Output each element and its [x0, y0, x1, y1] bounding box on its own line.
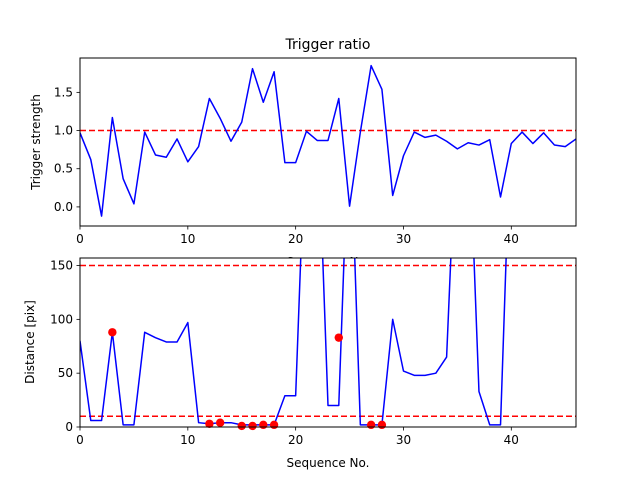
x-tick-label: 0 — [76, 232, 84, 246]
x-axis-label: Sequence No. — [287, 456, 370, 470]
x-axis-ticks: 0 10 20 30 40 — [76, 427, 519, 447]
y-tick-label: 0.5 — [54, 162, 73, 176]
y-axis-ticks: 0 50 100 150 — [50, 259, 80, 434]
y-axis-ticks: 0.0 0.5 1.0 1.5 — [54, 85, 80, 214]
plot-frame — [79, 257, 577, 428]
data-marker — [259, 420, 268, 430]
x-tick-label: 20 — [288, 232, 303, 246]
y-tick-label: 1.0 — [54, 124, 73, 138]
y-tick-label: 100 — [50, 312, 73, 326]
y-axis-label: Distance [pix] — [23, 300, 37, 384]
x-axis-ticks: 0 10 20 30 40 — [76, 226, 519, 246]
series-line — [80, 258, 507, 426]
plot-frame — [79, 57, 577, 227]
data-marker — [108, 328, 117, 337]
data-marker — [248, 421, 257, 431]
x-tick-label: 20 — [288, 433, 303, 447]
data-marker — [377, 420, 387, 430]
chart-title: Trigger ratio — [284, 37, 370, 53]
y-tick-label: 0 — [65, 420, 73, 434]
data-marker — [366, 420, 376, 430]
series-group — [80, 258, 507, 426]
data-marker — [269, 420, 279, 430]
x-tick-label: 40 — [504, 232, 519, 246]
y-tick-label: 50 — [58, 366, 73, 380]
x-tick-label: 10 — [180, 232, 195, 246]
x-tick-label: 10 — [180, 433, 195, 447]
x-tick-label: 0 — [76, 433, 84, 447]
series-line — [80, 64, 576, 217]
y-tick-label: 150 — [50, 259, 73, 273]
x-tick-label: 40 — [504, 433, 519, 447]
y-axis-label: Trigger strength — [29, 94, 43, 191]
x-tick-label: 30 — [396, 433, 411, 447]
data-marker — [237, 421, 246, 431]
distance-chart: 0 10 20 30 40 0 50 100 150 Sequence No. Distanc… — [23, 257, 577, 470]
data-marker — [334, 333, 343, 342]
series-group — [80, 64, 576, 217]
y-tick-label: 1.5 — [54, 85, 73, 99]
x-tick-label: 30 — [396, 232, 411, 246]
reference-lines — [80, 264, 576, 417]
data-marker — [215, 418, 225, 427]
data-marker — [205, 419, 214, 428]
y-tick-label: 0.0 — [54, 200, 73, 214]
